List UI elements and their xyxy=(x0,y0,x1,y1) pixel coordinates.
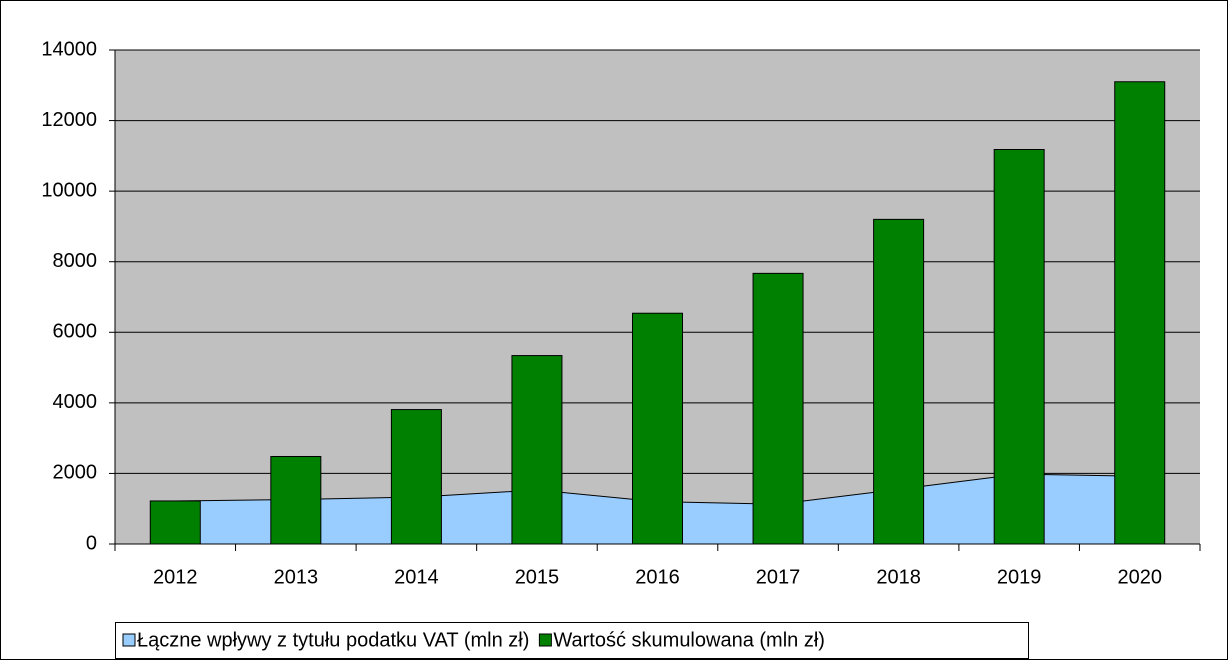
legend-label: Łączne wpływy z tytułu podatku VAT (mln … xyxy=(137,629,529,651)
y-tick-label: 0 xyxy=(86,532,97,554)
legend-label: Wartość skumulowana (mln zł) xyxy=(553,629,825,651)
x-tick-label: 2020 xyxy=(1117,566,1162,588)
bar xyxy=(390,409,442,545)
x-tick-label: 2012 xyxy=(153,566,198,588)
bar xyxy=(873,218,925,545)
y-tick-label: 6000 xyxy=(53,321,98,343)
bar xyxy=(632,312,683,545)
bar xyxy=(270,455,322,545)
x-tick-label: 2016 xyxy=(635,566,680,588)
y-tick-label: 8000 xyxy=(53,250,98,272)
bar xyxy=(149,500,201,545)
y-tick-label: 4000 xyxy=(53,391,98,413)
x-tick-label: 2018 xyxy=(876,566,921,588)
y-tick-label: 12000 xyxy=(41,109,97,131)
x-tick-label: 2013 xyxy=(274,566,319,588)
y-tick-label: 14000 xyxy=(41,38,97,60)
x-tick-label: 2014 xyxy=(394,566,439,588)
bar xyxy=(993,149,1045,545)
y-tick-label: 10000 xyxy=(41,179,97,201)
legend xyxy=(115,622,1029,659)
x-tick-label: 2015 xyxy=(515,566,560,588)
legend-swatch xyxy=(122,633,136,647)
y-tick-label: 2000 xyxy=(53,462,98,484)
bar xyxy=(752,272,804,545)
bar xyxy=(1114,81,1166,545)
x-tick-label: 2017 xyxy=(756,566,801,588)
bar xyxy=(511,355,563,545)
legend-swatch xyxy=(538,633,552,647)
x-tick-label: 2019 xyxy=(997,566,1042,588)
